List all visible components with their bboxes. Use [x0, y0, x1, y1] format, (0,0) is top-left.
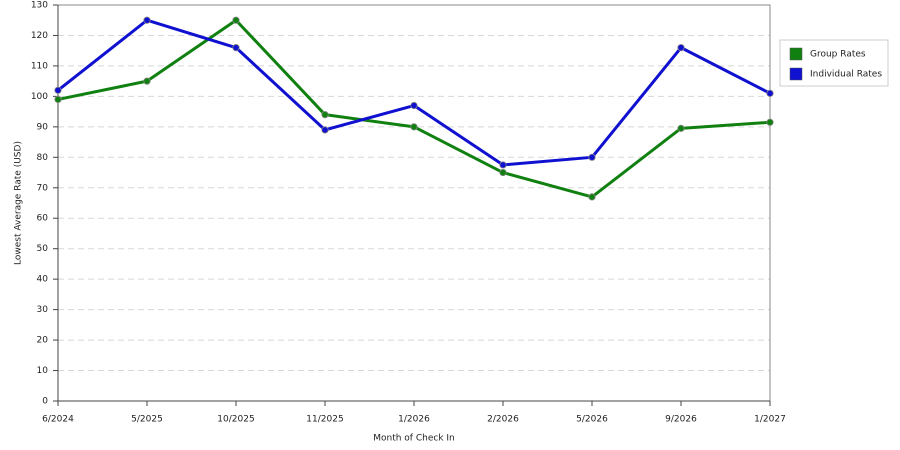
x-tick-label: 9/2026 — [665, 415, 697, 425]
x-tick-label: 11/2025 — [306, 415, 343, 425]
y-tick-label: 40 — [37, 275, 49, 285]
data-point — [499, 168, 507, 177]
x-tick-label: 2/2026 — [487, 415, 519, 425]
legend-label: Individual Rates — [810, 70, 882, 80]
y-tick-label: 130 — [31, 1, 48, 11]
data-point — [232, 44, 240, 52]
x-tick-label: 1/2026 — [398, 415, 430, 425]
y-tick-label: 0 — [42, 397, 48, 407]
x-tick-label: 1/2027 — [754, 415, 786, 425]
data-point — [321, 126, 329, 134]
y-tick-label: 20 — [37, 336, 49, 346]
y-tick-label: 90 — [37, 122, 49, 132]
legend-swatch — [789, 47, 803, 61]
y-tick-label: 30 — [37, 305, 49, 315]
legend-swatch — [789, 67, 803, 81]
data-point — [54, 95, 62, 104]
y-tick-label: 50 — [37, 244, 49, 254]
x-tick-label: 10/2025 — [217, 415, 254, 425]
data-point — [588, 193, 596, 201]
data-point — [143, 77, 151, 85]
x-axis-label: Month of Check In — [373, 434, 455, 444]
y-tick-label: 110 — [31, 61, 48, 71]
y-tick-label: 10 — [37, 366, 49, 376]
data-point — [677, 124, 685, 132]
y-axis-label: Lowest Average Rate (USD) — [14, 141, 24, 265]
data-point — [54, 86, 62, 94]
data-point — [766, 89, 774, 97]
y-tick-label: 100 — [31, 92, 48, 102]
x-tick-label: 6/2024 — [42, 415, 74, 425]
y-tick-label: 60 — [37, 214, 49, 224]
data-point — [321, 111, 329, 119]
data-point — [410, 101, 418, 110]
data-point — [410, 123, 418, 131]
plot-border — [57, 4, 771, 402]
x-tick-label: 5/2026 — [576, 415, 608, 425]
data-point — [766, 118, 774, 126]
data-point — [588, 153, 596, 161]
data-point — [143, 16, 151, 24]
legend-label: Group Rates — [810, 50, 866, 60]
data-point — [232, 16, 240, 24]
y-tick-label: 120 — [31, 31, 48, 41]
y-tick-label: 80 — [37, 153, 49, 163]
y-tick-label: 70 — [37, 183, 49, 193]
data-point — [499, 161, 507, 169]
data-point — [677, 44, 685, 52]
x-tick-label: 5/2025 — [131, 415, 163, 425]
